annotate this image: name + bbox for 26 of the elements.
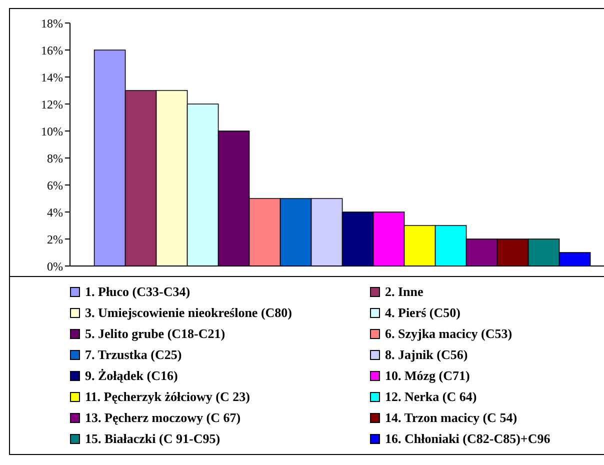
y-tick-label: 14% <box>41 70 63 84</box>
y-tick-label: 18% <box>41 16 63 30</box>
y-tick-label: 6% <box>47 178 63 192</box>
legend-label: 15. Białaczki (C 91-C95) <box>85 430 220 446</box>
y-tick-label: 16% <box>41 43 63 58</box>
legend-label: 3. Umiejscowienie nieokreślone (C80) <box>85 304 292 320</box>
legend-label: 16. Chłoniaki (C82-C85)+C96 <box>385 430 550 446</box>
y-tick-label: 4% <box>47 205 63 220</box>
legend-label: 11. Pęcherzyk żółciowy (C 23) <box>85 388 250 404</box>
y-tick-label: 8% <box>47 151 63 166</box>
y-tick-label: 2% <box>47 232 63 246</box>
y-tick-label: 0% <box>47 259 63 274</box>
y-tick-label: 10% <box>41 124 63 138</box>
legend-label: 13. Pęcherz moczowy (C 67) <box>85 410 241 426</box>
legend-label: 4. Pierś (C50) <box>385 304 460 320</box>
legend-label: 1. Płuco (C33-C34) <box>85 284 190 300</box>
y-tick-label: 12% <box>41 97 63 112</box>
legend-label: 8. Jajnik (C56) <box>385 346 468 362</box>
legend-label: 14. Trzon macicy (C 54) <box>385 410 518 426</box>
legend-label: 5. Jelito grube (C18-C21) <box>85 326 226 342</box>
legend-label: 7. Trzustka (C25) <box>85 346 182 362</box>
legend-label: 9. Żołądek (C16) <box>85 368 178 384</box>
legend-label: 10. Mózg (C71) <box>385 368 470 384</box>
legend-label: 2. Inne <box>385 284 424 300</box>
legend-label: 6. Szyjka macicy (C53) <box>385 326 512 342</box>
legend-label: 12. Nerka (C 64) <box>385 388 477 404</box>
